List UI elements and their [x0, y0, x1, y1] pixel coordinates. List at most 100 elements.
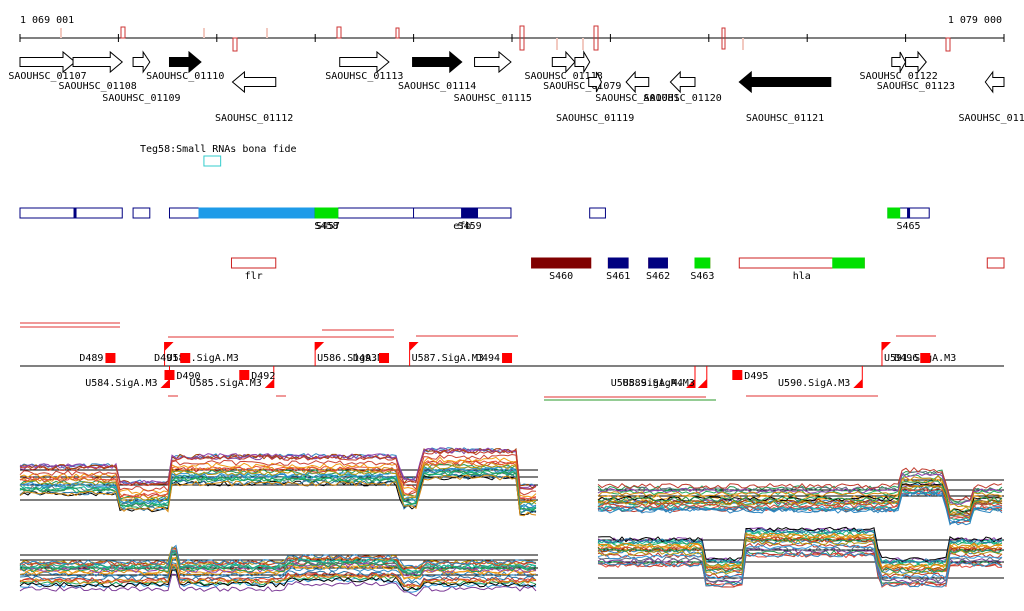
transcript-segment [531, 257, 592, 269]
tss-flag[interactable] [160, 379, 170, 388]
gene-arrow[interactable] [132, 50, 151, 74]
tss-flag[interactable] [685, 379, 695, 388]
gene-arrow[interactable] [551, 50, 576, 74]
gene-label: SAOUHSC_01122 [860, 71, 938, 82]
transcript-label: S461 [606, 271, 630, 282]
gene-arrow[interactable] [891, 51, 907, 73]
gene-arrow[interactable] [412, 50, 463, 74]
promoter-box[interactable] [732, 370, 743, 380]
ruler-mark [519, 25, 525, 51]
gene-arrow[interactable] [19, 50, 76, 74]
expression-profile [597, 470, 1003, 505]
promoter-box[interactable] [502, 353, 513, 363]
ruler-mark [60, 28, 62, 38]
expression-panel [597, 526, 1004, 588]
expression-profile [19, 470, 537, 512]
gene-arrow[interactable] [474, 50, 512, 74]
transcript-label: efb [453, 221, 471, 232]
expression-panel [19, 447, 538, 517]
gene-arrow[interactable] [168, 50, 202, 74]
ruler-feature-marks [60, 25, 951, 52]
expression-profile [19, 553, 537, 577]
promoter-label: U584.SigA.M3 [85, 378, 157, 389]
transcript-label: S457 [316, 221, 340, 232]
expression-profile [19, 551, 537, 574]
transcript-segment [607, 257, 629, 269]
expression-profile [597, 543, 1003, 580]
gene-label: SAOUHSC_0112 [959, 113, 1024, 124]
expression-profile [597, 537, 1003, 574]
tss-flag[interactable] [315, 342, 325, 351]
promoter-box[interactable] [920, 353, 931, 363]
expression-profile [19, 447, 537, 489]
gene-arrow[interactable] [625, 70, 650, 94]
ruler-mark [721, 27, 726, 50]
expression-profile [19, 469, 537, 512]
promoter-label: D495 [744, 371, 768, 382]
gene-arrow[interactable] [738, 70, 832, 94]
gene-arrow[interactable] [669, 70, 696, 94]
expression-profile [597, 489, 1003, 522]
transcript-box[interactable] [230, 257, 277, 269]
expression-panel [597, 466, 1004, 526]
promoter-box[interactable] [164, 370, 175, 380]
expression-profile [19, 453, 537, 496]
transcript-segment [73, 207, 77, 219]
transcript-label: flr [245, 271, 263, 282]
transcript-box[interactable] [589, 207, 606, 219]
tss-flag[interactable] [853, 379, 863, 388]
gene-label: SAOUHSC_01115 [454, 93, 532, 104]
gene-label: SAOUHSC_01107 [8, 71, 86, 82]
expression-profile [597, 471, 1003, 505]
tss-flag[interactable] [881, 342, 891, 351]
transcript-segment [694, 257, 711, 269]
gene-arrow[interactable] [231, 70, 277, 94]
expression-profile [19, 474, 537, 517]
expression-profile [597, 528, 1003, 564]
promoter-box[interactable] [239, 370, 250, 380]
expression-profile [19, 460, 537, 503]
gene-label: SAOUHSC_01112 [215, 113, 293, 124]
expression-tracks [19, 447, 1004, 597]
promoter-box[interactable] [180, 353, 191, 363]
expression-profile [19, 573, 537, 597]
transcript-box[interactable] [132, 207, 151, 219]
gene-arrow[interactable] [588, 71, 603, 93]
promoter-label: U583.SigA.M3 [167, 353, 239, 364]
tss-flag[interactable] [164, 342, 174, 351]
ruler-mark [593, 25, 599, 51]
ruler-mark [232, 37, 238, 52]
transcript-box[interactable] [19, 207, 123, 219]
expression-panel [19, 544, 538, 597]
promoter-label: U588.SigA.M4 [611, 378, 683, 389]
tss-flag[interactable] [409, 342, 419, 351]
promoter-label: U585.SigA.M3 [190, 378, 262, 389]
gene-arrow[interactable] [339, 50, 390, 74]
expression-profile [597, 542, 1003, 579]
gene-arrow[interactable] [574, 50, 591, 74]
ruler-mark [203, 28, 205, 38]
gene-arrow[interactable] [72, 50, 124, 74]
expression-profile [19, 473, 537, 516]
gene-arrow[interactable] [905, 50, 927, 74]
promoter-box[interactable] [105, 353, 116, 363]
tss-flag[interactable] [697, 379, 707, 388]
transcript-segment [887, 207, 901, 219]
gene-label: SAOUHSC_A01081 [595, 93, 679, 104]
expression-profile [19, 464, 537, 507]
gene-label: SAOUHSC_01121 [746, 113, 824, 124]
promoter-box[interactable] [379, 353, 390, 363]
promoter-label: U591.SigA.M3 [884, 353, 956, 364]
small-rna-feature[interactable] [203, 155, 222, 167]
tss-flag[interactable] [264, 379, 274, 388]
expression-profile [20, 467, 537, 509]
gene-label: SAOUHSC_01119 [556, 113, 634, 124]
transcript-box[interactable] [986, 257, 1005, 269]
ruler-mark [266, 28, 268, 38]
expression-profile [597, 546, 1003, 583]
expression-profile [597, 487, 1003, 520]
gene-arrow[interactable] [984, 70, 1005, 94]
promoter-label: D496 [894, 353, 918, 364]
